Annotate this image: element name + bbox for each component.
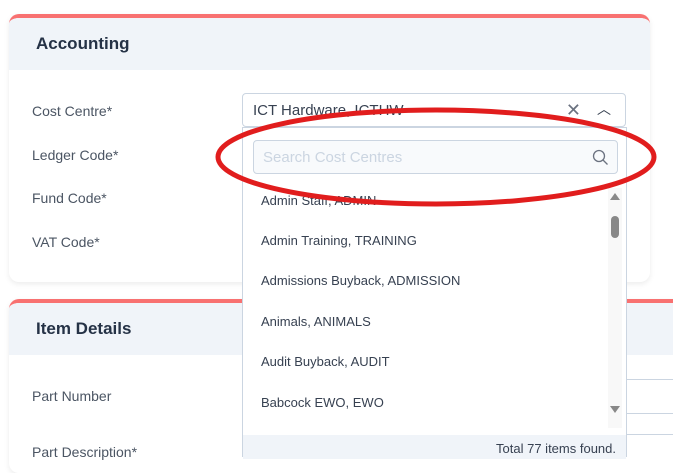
cost-centre-label: Cost Centre*: [32, 103, 113, 119]
ledger-code-label: Ledger Code*: [32, 147, 119, 163]
annotation-ellipse: [215, 107, 657, 207]
scroll-up-arrow-icon: [610, 193, 620, 200]
option-item[interactable]: Babcock EWO, EWO: [261, 395, 384, 410]
cost-centre-dropdown: Search Cost Centres Admin Staff, ADMIN A…: [242, 127, 627, 459]
part-number-label: Part Number: [32, 388, 112, 404]
scrollbar[interactable]: [608, 188, 622, 428]
vat-code-label: VAT Code*: [32, 234, 100, 250]
part-number-input-edge[interactable]: [627, 379, 673, 380]
option-item[interactable]: Admin Staff, ADMIN: [261, 193, 377, 208]
search-cost-centres-input[interactable]: Search Cost Centres: [253, 140, 618, 174]
option-item[interactable]: Audit Buyback, AUDIT: [261, 354, 390, 369]
scroll-thumb: [611, 216, 619, 238]
search-placeholder: Search Cost Centres: [263, 149, 403, 166]
chevron-up-icon[interactable]: ︿: [597, 101, 611, 117]
scroll-down-arrow-icon: [610, 406, 620, 413]
clear-icon[interactable]: ✕: [565, 100, 581, 120]
accounting-title: Accounting: [9, 18, 650, 70]
part-number-input-edge-bottom: [627, 413, 673, 414]
part-description-input-edge[interactable]: [627, 434, 673, 435]
fund-code-label: Fund Code*: [32, 190, 107, 206]
option-item[interactable]: Admin Training, TRAINING: [261, 233, 417, 248]
option-item[interactable]: Animals, ANIMALS: [261, 314, 371, 329]
option-item[interactable]: Admissions Buyback, ADMISSION: [261, 273, 461, 288]
search-icon: [592, 149, 608, 165]
